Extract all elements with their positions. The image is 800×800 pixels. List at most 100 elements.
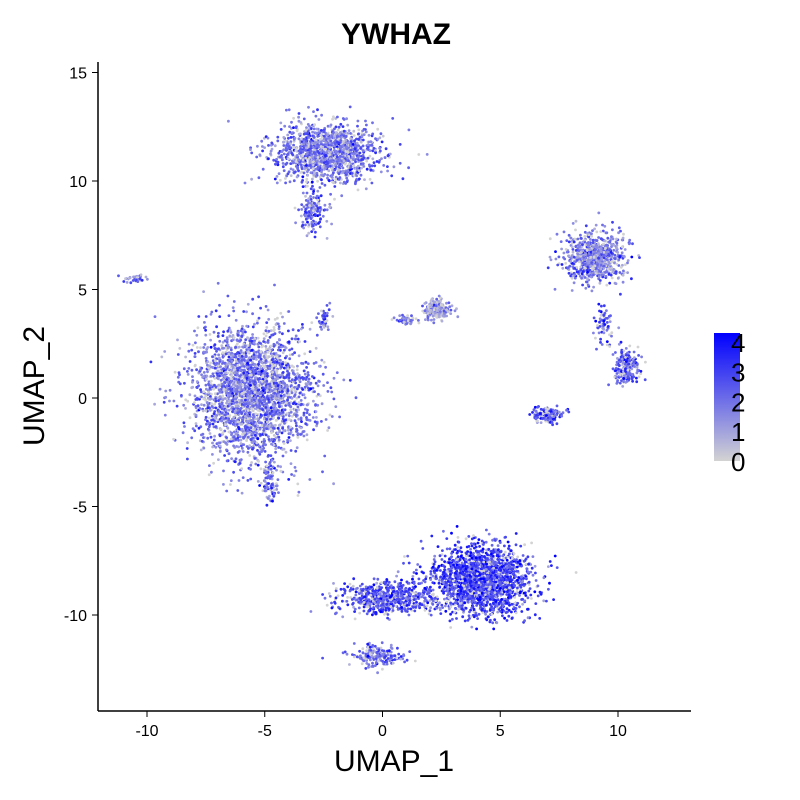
cell-point	[267, 435, 270, 438]
cell-point	[236, 380, 240, 384]
cell-point	[264, 385, 268, 389]
cell-point	[296, 364, 299, 368]
cell-point	[266, 308, 270, 312]
cell-point	[220, 407, 224, 411]
cell-point	[268, 364, 272, 368]
cell-point	[265, 321, 269, 324]
cell-point	[301, 185, 305, 189]
cell-point	[305, 366, 308, 369]
cell-point	[208, 432, 212, 435]
cell-point	[240, 422, 244, 426]
cell-point	[342, 180, 346, 184]
cell-point	[236, 333, 240, 337]
cell-point	[433, 311, 437, 315]
cell-point	[240, 334, 244, 338]
cell-point	[449, 312, 453, 315]
cell-point	[299, 163, 303, 167]
cell-point	[275, 360, 279, 364]
cell-point	[283, 408, 287, 412]
cell-point	[357, 155, 361, 159]
cell-point	[229, 483, 232, 486]
cell-point	[355, 141, 359, 145]
cell-point	[297, 408, 301, 412]
cell-point	[276, 478, 280, 481]
cell-point	[269, 149, 273, 153]
cell-point	[253, 391, 257, 394]
cell-point	[234, 353, 238, 356]
cell-point	[318, 162, 322, 166]
cell-point	[294, 376, 298, 380]
cell-point	[305, 177, 309, 181]
cell-point	[210, 405, 214, 408]
cell-point	[270, 354, 274, 358]
cell-point	[287, 310, 291, 313]
cell-point	[407, 166, 410, 170]
cell-point	[193, 394, 197, 398]
cell-point	[282, 366, 286, 370]
cell-point	[305, 152, 309, 156]
cell-point	[287, 145, 291, 149]
cell-point	[323, 208, 327, 212]
cell-point	[279, 311, 283, 315]
cell-point	[534, 602, 538, 605]
cell-point	[211, 441, 214, 445]
cell-point	[223, 397, 227, 400]
cell-point	[249, 438, 253, 441]
cell-point	[273, 391, 276, 395]
cell-point	[257, 377, 260, 381]
cell-point	[253, 380, 256, 383]
cell-point	[250, 432, 254, 436]
cell-point	[418, 565, 422, 569]
cell-point	[386, 154, 390, 158]
cell-point	[267, 400, 271, 404]
cell-point	[367, 133, 371, 137]
cell-point	[251, 333, 255, 336]
cell-point	[368, 154, 372, 158]
cell-point	[221, 340, 225, 344]
cell-point	[301, 220, 305, 224]
cell-point	[328, 413, 332, 417]
cell-point	[336, 160, 339, 163]
cell-point	[218, 441, 222, 445]
cell-point	[290, 152, 294, 156]
cell-point	[359, 173, 363, 177]
cell-point	[297, 112, 301, 115]
cell-point	[305, 180, 308, 184]
cell-point	[286, 373, 289, 376]
cell-point	[492, 627, 496, 631]
cell-point	[265, 427, 268, 430]
cell-point	[284, 181, 287, 185]
cell-point	[279, 394, 283, 398]
cell-point	[334, 165, 338, 169]
cell-point	[284, 361, 287, 365]
cell-point	[238, 416, 242, 419]
cell-point	[257, 316, 261, 320]
cell-point	[307, 377, 311, 381]
cell-point	[320, 402, 324, 406]
cell-point	[258, 153, 262, 157]
cell-point	[275, 418, 278, 422]
cell-point	[202, 446, 206, 450]
cell-point	[323, 183, 327, 187]
cell-point	[296, 482, 300, 486]
cell-point	[276, 135, 280, 139]
cell-point	[269, 406, 273, 410]
cell-point	[218, 450, 222, 453]
cell-point	[337, 125, 341, 129]
cell-point	[122, 280, 126, 283]
cell-point	[349, 159, 353, 162]
cell-point	[443, 314, 447, 318]
cell-point	[275, 369, 278, 372]
cell-point	[335, 371, 339, 374]
cell-point	[265, 417, 268, 421]
cell-point	[303, 372, 307, 376]
cell-point	[209, 361, 213, 365]
cell-point	[484, 540, 488, 544]
cell-point	[235, 445, 239, 448]
cell-point	[224, 352, 228, 356]
cell-point	[306, 362, 310, 365]
cell-point	[257, 345, 261, 349]
cell-point	[316, 198, 320, 202]
cell-point	[264, 334, 268, 338]
cell-point	[313, 123, 316, 127]
